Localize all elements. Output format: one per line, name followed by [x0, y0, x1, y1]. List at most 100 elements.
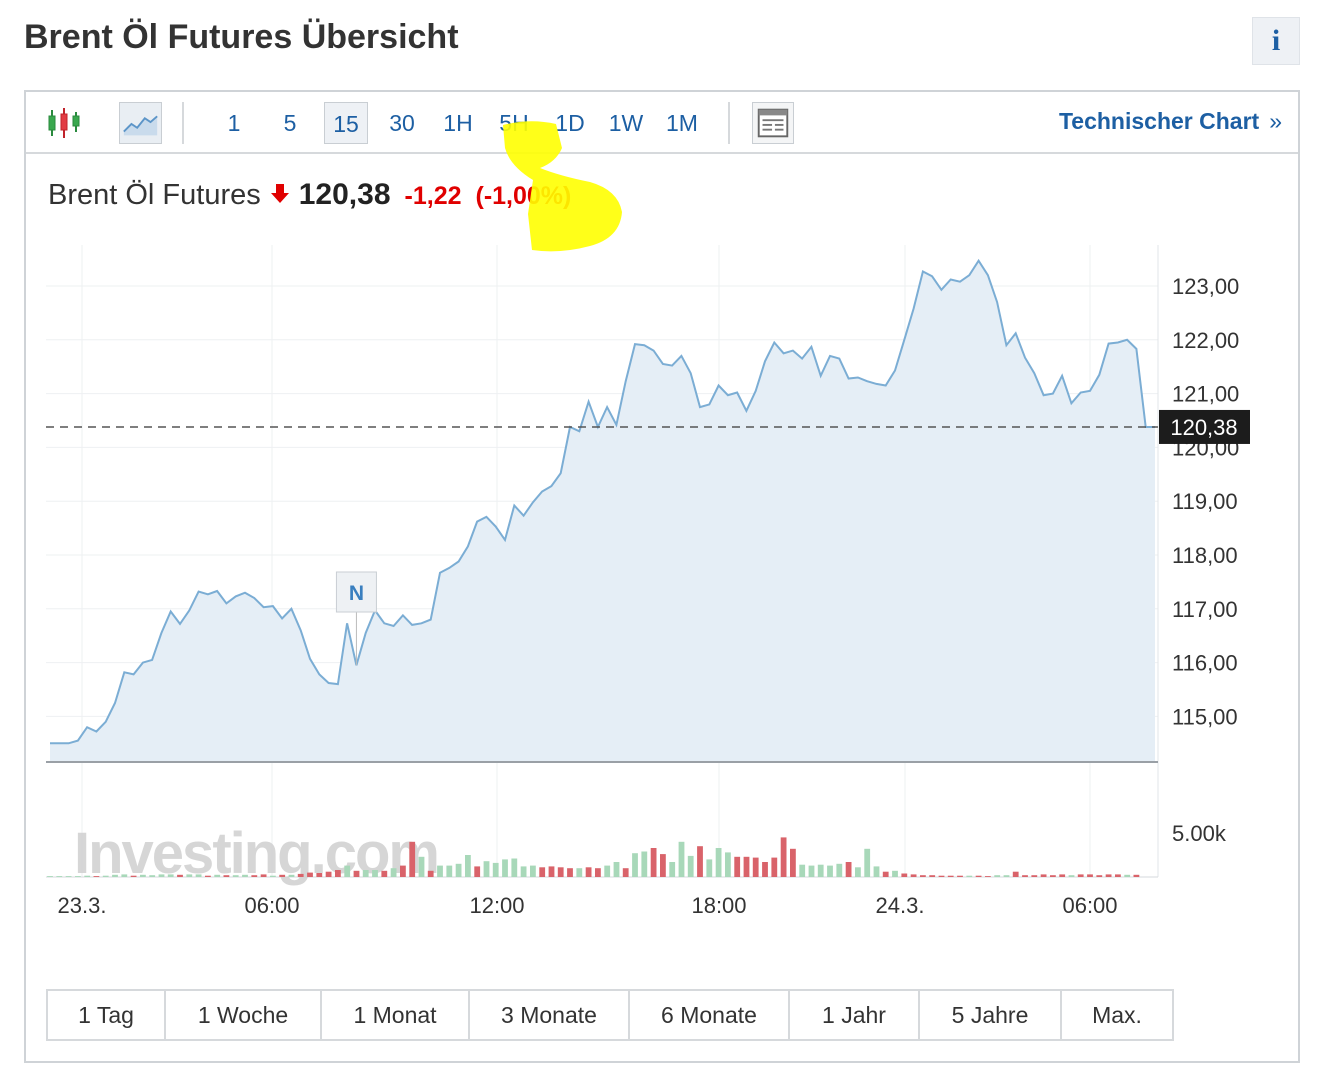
volume-bar: [93, 876, 100, 877]
range-tab[interactable]: 1 Jahr: [790, 991, 920, 1039]
volume-bar: [604, 865, 611, 877]
range-tab[interactable]: 5 Jahre: [920, 991, 1062, 1039]
volume-bar: [205, 875, 211, 877]
volume-bar: [725, 852, 731, 877]
volume-bar: [910, 874, 917, 877]
current-price-label-box: [1159, 409, 1250, 444]
x-tick-label: 06:00: [1062, 893, 1117, 918]
volume-bar: [595, 868, 601, 877]
volume-bar: [966, 875, 973, 877]
toolbar-divider: [182, 102, 184, 144]
volume-bar: [957, 875, 963, 877]
volume-bar: [446, 865, 453, 877]
volume-bar: [177, 874, 183, 877]
volume-bar: [520, 866, 527, 877]
interval-selector: 1515301H5H1D1W1M: [206, 102, 710, 144]
range-tab[interactable]: Max.: [1092, 1002, 1142, 1028]
instrument-name: Brent Öl Futures: [48, 179, 261, 211]
volume-bar: [585, 867, 592, 877]
interval-5[interactable]: 5: [283, 110, 297, 136]
interval-1d[interactable]: 1D: [555, 110, 585, 136]
volume-bar: [1031, 875, 1038, 877]
volume-bar: [901, 873, 908, 877]
interval-30[interactable]: 30: [389, 110, 415, 136]
volume-bar: [799, 864, 806, 877]
volume-bar: [873, 866, 880, 877]
range-tab[interactable]: 6 Monate: [630, 991, 790, 1039]
volume-bar: [762, 862, 768, 877]
x-tick-label: 12:00: [469, 893, 524, 918]
volume-bar: [427, 870, 434, 877]
volume-bar: [780, 837, 787, 877]
volume-bar: [938, 875, 945, 877]
technical-chart-link[interactable]: Technischer Chart »: [1059, 108, 1282, 135]
range-tab[interactable]: 1 Monat: [322, 991, 470, 1039]
table-view-icon[interactable]: [752, 102, 794, 144]
volume-bar: [752, 857, 759, 877]
area-chart-icon[interactable]: [119, 102, 162, 144]
y-tick-label: 116,00: [1172, 651, 1238, 676]
volume-bar: [492, 862, 499, 877]
volume-bar: [947, 875, 954, 877]
interval-1h[interactable]: 1H: [443, 110, 473, 136]
interval-15[interactable]: 15: [324, 102, 368, 144]
volume-bar: [715, 848, 722, 877]
volume-bar: [214, 874, 221, 877]
range-tab[interactable]: 3 Monate: [470, 991, 630, 1039]
range-tab[interactable]: 1 Woche: [166, 991, 322, 1039]
toolbar-divider: [728, 102, 730, 144]
volume-bar: [882, 871, 889, 877]
time-range-tabs: 1 Tag 1 Woche 1 Monat 3 Monate 6 Monate 1 Jah…: [46, 989, 1174, 1041]
volume-bar: [985, 876, 991, 877]
volume-bar: [548, 866, 555, 877]
volume-bar: [362, 870, 369, 877]
y-tick-label: 121,00: [1172, 382, 1239, 407]
volume-bar: [864, 848, 871, 877]
volume-bar: [641, 851, 648, 877]
volume-bar: [1050, 875, 1056, 877]
volume-bar: [817, 864, 824, 877]
volume-bar: [678, 841, 685, 877]
volume-bar: [530, 865, 536, 877]
volume-bar: [1115, 874, 1121, 877]
highlight-annotation: [503, 121, 622, 252]
y-tick-label: 119,00: [1172, 489, 1238, 514]
volume-bar: [622, 868, 629, 877]
volume-bar: [743, 856, 750, 877]
volume-bar: [1012, 871, 1019, 877]
volume-bar: [660, 854, 666, 877]
volume-bar: [242, 874, 248, 877]
volume-bar: [47, 876, 53, 877]
info-button[interactable]: i: [1252, 17, 1300, 65]
volume-bar: [140, 874, 146, 877]
candlestick-icon[interactable]: [46, 106, 82, 140]
volume-bar: [288, 874, 295, 877]
volume-bar: [65, 876, 72, 877]
volume-bar: [1068, 875, 1075, 877]
interval-1m[interactable]: 1M: [666, 110, 698, 136]
volume-bar: [1040, 874, 1047, 877]
volume-bar: [158, 874, 165, 877]
investing-watermark: Investing.com: [74, 821, 438, 886]
interval-1[interactable]: 1: [227, 110, 241, 136]
x-tick-label: 23.3.: [58, 893, 107, 918]
volume-bar: [855, 867, 861, 877]
chart-toolbar: 1515301H5H1D1W1M Technischer Chart»: [26, 92, 1298, 154]
volume-bar: [929, 875, 936, 877]
volume-bar: [557, 867, 564, 877]
y-tick-label: 117,00: [1172, 597, 1238, 622]
interval-1w[interactable]: 1W: [608, 110, 644, 136]
volume-bar: [390, 868, 397, 877]
range-tab[interactable]: 1 Tag: [48, 991, 166, 1039]
volume-bar: [1003, 875, 1010, 877]
volume-bar: [112, 874, 118, 877]
volume-bar: [920, 875, 926, 877]
volume-bar: [149, 875, 156, 877]
volume-bar: [790, 848, 796, 877]
volume-axis-label: 5.00k: [1172, 821, 1227, 846]
y-tick-label: 122,00: [1172, 328, 1239, 353]
volume-bar: [251, 875, 258, 877]
news-marker: [335, 571, 377, 613]
volume-bar: [1105, 874, 1112, 877]
current-price-label: 120,38: [1170, 415, 1237, 440]
